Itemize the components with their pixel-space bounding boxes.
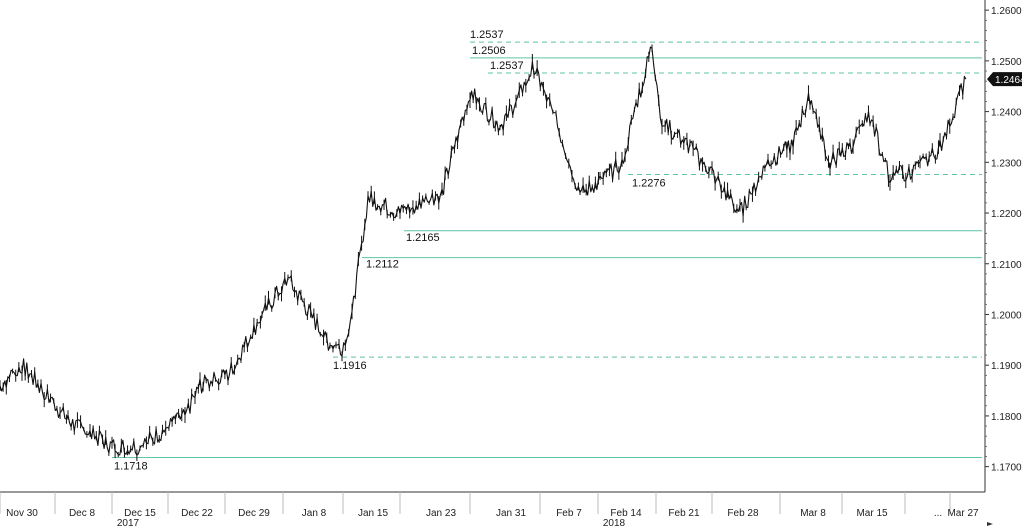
- price-series: [0, 44, 967, 461]
- x-tick-label: Mar 8: [800, 508, 826, 519]
- y-tick-label: 1.2300: [991, 158, 1022, 169]
- level-label: 1.2165: [406, 232, 440, 244]
- x-tick-label: Mar 15: [856, 508, 888, 519]
- x-tick-label: Jan 31: [496, 508, 526, 519]
- level-label: 1.2506: [472, 45, 506, 57]
- y-tick-label: 1.2500: [991, 57, 1022, 68]
- x-tick-label: Feb 21: [668, 508, 700, 519]
- x-tick-label: Dec 8: [69, 508, 96, 519]
- x-tick-label: Feb 14: [610, 508, 642, 519]
- x-tick-label: Mar 27: [947, 508, 979, 519]
- level-label: 1.1718: [114, 461, 148, 473]
- level-label: 1.2112: [366, 259, 399, 271]
- x-axis-arrow-icon: [987, 522, 993, 526]
- price-line: [0, 46, 967, 456]
- level-labels: 1.2537 1.2506 1.2537 1.2276 1.2165 1.2112 1.19…: [114, 29, 666, 472]
- year-label: 2017: [117, 518, 140, 528]
- x-tick-label: Dec 29: [238, 508, 270, 519]
- x-tick-label: Feb 28: [727, 508, 759, 519]
- y-tick-label: 1.2000: [991, 310, 1022, 321]
- x-tick-label: Jan 15: [358, 508, 388, 519]
- x-tick-label: Dec 15: [124, 508, 156, 519]
- y-tick-label: 1.2200: [991, 209, 1022, 220]
- y-tick-label: 1.1800: [991, 412, 1022, 423]
- year-label: 2018: [603, 518, 626, 528]
- x-tick-label: Jan 23: [426, 508, 456, 519]
- x-tick-label: ...: [934, 508, 942, 519]
- last-price-badge: 1.2464: [987, 72, 1024, 87]
- last-price-label: 1.2464: [995, 75, 1024, 86]
- x-tick-label: Dec 22: [181, 508, 213, 519]
- x-axis: Nov 30 Dec 8 Dec 15 Dec 22 Dec 29 Jan 8 Jan 15…: [0, 491, 993, 528]
- x-tick-label: Feb 7: [556, 508, 582, 519]
- level-label: 1.2276: [632, 177, 666, 189]
- level-label: 1.1916: [333, 360, 367, 372]
- y-tick-label: 1.2100: [991, 260, 1022, 271]
- y-tick-label: 1.1700: [991, 463, 1022, 474]
- x-tick-label: Jan 8: [302, 508, 327, 519]
- y-tick-label: 1.2400: [991, 108, 1022, 119]
- x-tick-label: Nov 30: [6, 508, 38, 519]
- level-label: 1.2537: [470, 29, 504, 41]
- level-lines: [112, 41, 982, 459]
- y-axis: 1.1700 1.1800 1.1900 1.2000 1.2100 1.2200 1.23…: [984, 0, 1022, 492]
- last-price-badge-shape: [987, 72, 1022, 87]
- y-tick-label: 1.1900: [991, 361, 1022, 372]
- level-label: 1.2537: [490, 60, 524, 72]
- y-tick-label: 1.2600: [991, 6, 1022, 17]
